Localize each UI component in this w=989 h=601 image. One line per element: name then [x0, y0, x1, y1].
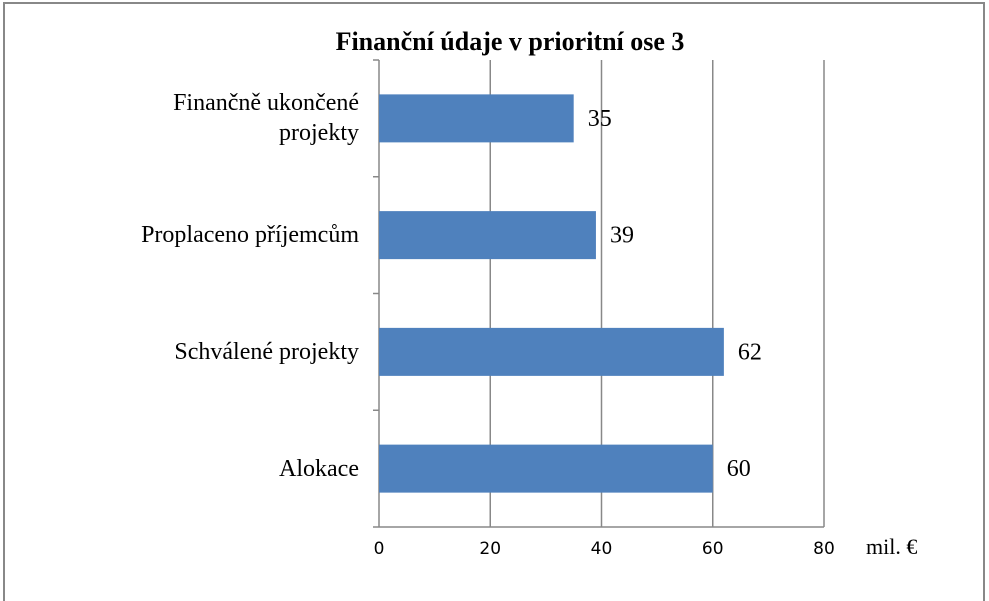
y-tick-label: Alokace: [279, 455, 359, 482]
data-label: 35: [588, 106, 612, 132]
y-tick-label: Proplaceno příjemcům: [141, 222, 359, 249]
bar: [379, 211, 596, 260]
y-tick-label: Schválené projekty: [174, 338, 359, 365]
data-label: 39: [610, 223, 634, 249]
chart-frame: [3, 2, 985, 601]
data-label: 62: [738, 339, 762, 365]
x-axis-label: mil. €: [866, 534, 917, 559]
chart-title: Finanční údaje v prioritní ose 3: [336, 27, 685, 56]
y-tick-label: Finančně ukončené projekty: [173, 90, 359, 147]
x-tick-label: 40: [591, 539, 613, 559]
data-label: 60: [727, 456, 751, 482]
x-tick-label: 0: [374, 539, 385, 559]
x-tick-label: 20: [479, 539, 501, 559]
bar: [379, 444, 713, 493]
bar: [379, 94, 574, 143]
x-tick-label: 60: [702, 539, 724, 559]
x-tick-label: 80: [813, 539, 835, 559]
bar: [379, 327, 724, 376]
